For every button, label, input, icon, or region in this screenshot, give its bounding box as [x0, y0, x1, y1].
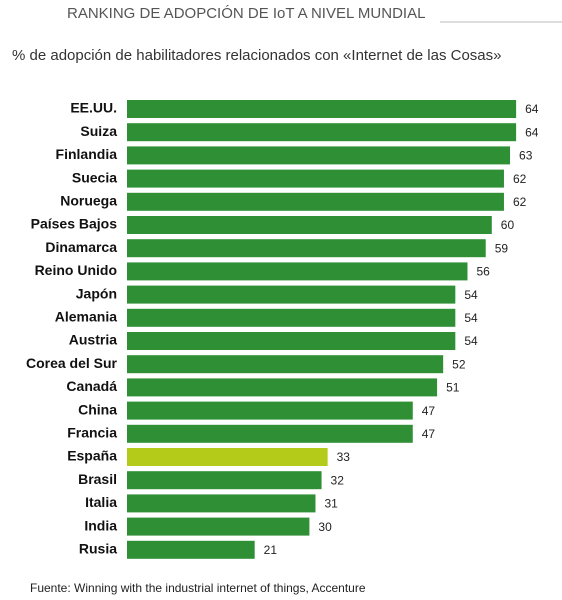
value-label: 51 [446, 381, 460, 395]
value-label: 33 [337, 450, 351, 464]
bar [127, 517, 310, 536]
value-label: 47 [422, 427, 436, 441]
bar [127, 192, 504, 211]
value-label: 64 [525, 102, 539, 116]
category-label: Suiza [80, 123, 117, 139]
value-label: 60 [501, 218, 515, 232]
category-label: China [78, 401, 117, 417]
category-label: Alemania [55, 309, 117, 325]
category-label: Rusia [79, 541, 117, 557]
chart-title: RANKING DE ADOPCIÓN DE IoT A NIVEL MUNDI… [67, 5, 425, 22]
bar [127, 471, 322, 490]
bar [127, 401, 413, 420]
bar [127, 169, 504, 188]
category-label: Japón [76, 285, 117, 301]
value-label: 47 [422, 404, 436, 418]
category-label: Canadá [66, 378, 117, 394]
category-label: Dinamarca [45, 239, 117, 255]
bar [127, 216, 492, 234]
bar [127, 100, 517, 118]
value-label: 64 [525, 125, 539, 139]
value-label: 63 [519, 149, 533, 163]
value-label: 62 [513, 195, 527, 209]
category-label: India [84, 517, 117, 533]
category-label: Suecia [72, 169, 117, 185]
value-label: 54 [464, 334, 478, 348]
value-label: 30 [318, 520, 332, 534]
bar [127, 494, 316, 513]
category-label: Austria [69, 332, 117, 348]
category-label: Corea del Sur [26, 355, 118, 371]
category-label: Italia [85, 494, 117, 510]
category-label: Francia [67, 425, 117, 441]
bar [127, 378, 438, 397]
category-label: Países Bajos [31, 216, 118, 232]
bar [127, 146, 511, 165]
bar [127, 355, 444, 374]
bar [127, 239, 486, 258]
category-label: Finlandia [56, 146, 118, 162]
bar [127, 123, 517, 142]
category-label: Reino Unido [35, 262, 117, 278]
category-label: Noruega [60, 193, 117, 209]
value-label: 54 [464, 288, 478, 302]
value-label: 59 [495, 241, 509, 255]
bar [127, 262, 468, 281]
category-label: EE.UU. [70, 100, 117, 116]
bar [127, 448, 328, 466]
bar [127, 540, 255, 559]
bar [127, 424, 413, 443]
category-label: España [67, 448, 117, 464]
value-label: 31 [324, 497, 338, 511]
bar [127, 308, 456, 327]
value-label: 52 [452, 357, 466, 371]
value-label: 54 [464, 311, 478, 325]
source-note: Fuente: Winning with the industrial inte… [30, 581, 366, 595]
category-label: Brasil [78, 471, 117, 487]
value-label: 62 [513, 172, 527, 186]
bar [127, 332, 456, 350]
chart-subtitle: % de adopción de habilitadores relaciona… [12, 47, 502, 64]
value-label: 56 [476, 265, 490, 279]
value-label: 32 [331, 473, 345, 487]
bar [127, 285, 456, 304]
value-label: 21 [264, 543, 278, 557]
